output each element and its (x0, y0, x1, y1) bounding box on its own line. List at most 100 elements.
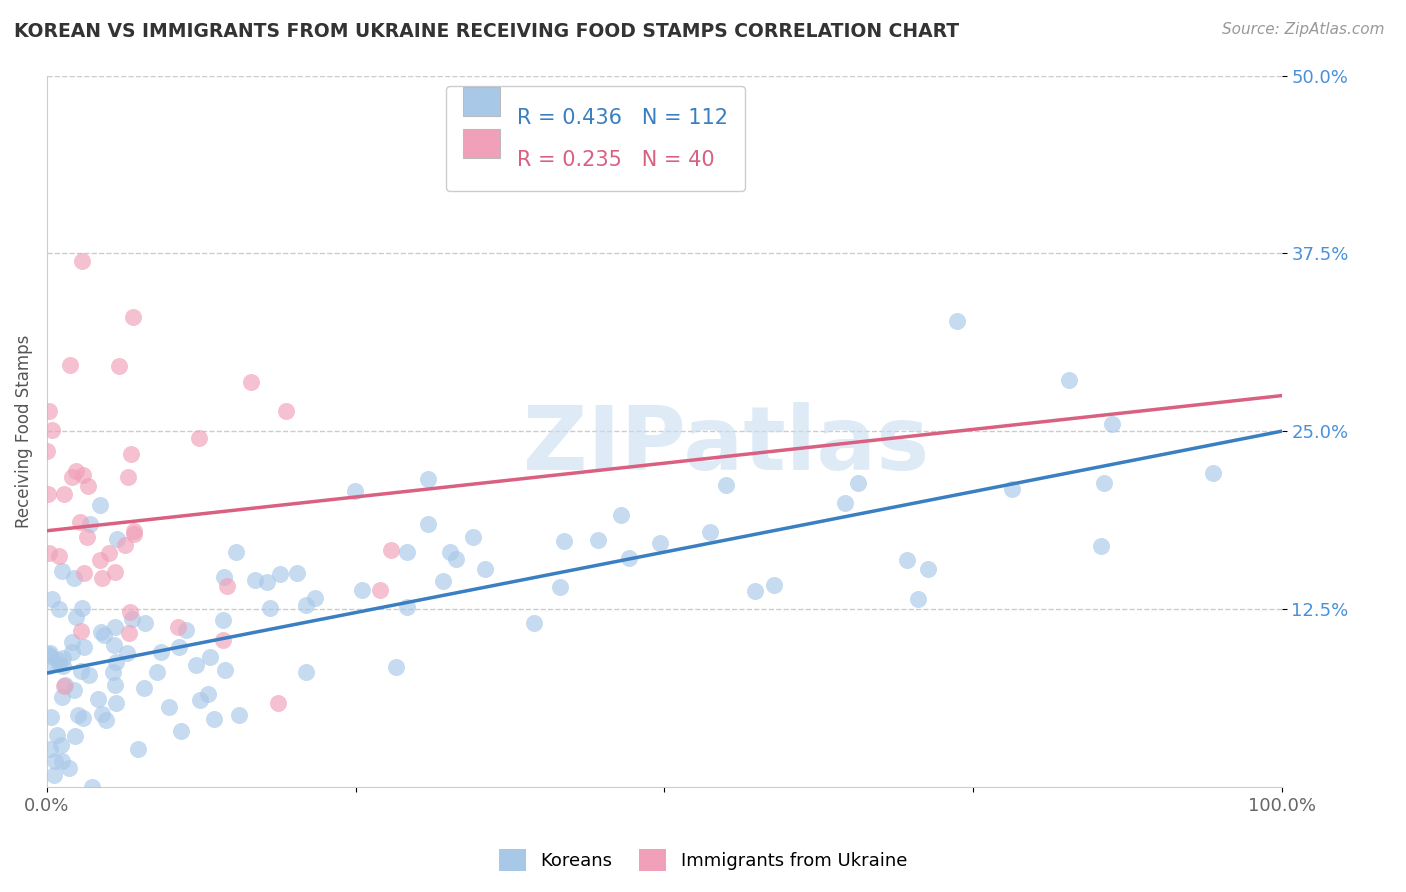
Point (304, 591, 326, 606)
Point (122, 526, 145, 541)
Point (1059, 373, 1081, 387)
Point (619, 551, 641, 566)
Point (52, 659, 75, 673)
Point (380, 542, 402, 557)
Legend: Koreans, Immigrants from Ukraine: Koreans, Immigrants from Ukraine (492, 842, 914, 879)
Point (699, 524, 721, 539)
Point (134, 681, 156, 695)
Point (463, 530, 485, 544)
Point (51, 564, 73, 578)
Point (39, 646, 62, 660)
Point (70, 600, 93, 615)
Point (259, 601, 281, 615)
Point (846, 476, 869, 491)
Point (72, 468, 94, 483)
Point (63, 729, 86, 743)
Point (38, 741, 60, 756)
Point (274, 404, 297, 418)
Point (225, 545, 247, 559)
Point (39, 648, 62, 663)
Point (444, 552, 467, 566)
Point (118, 625, 141, 640)
Point (212, 569, 235, 583)
Point (610, 508, 633, 522)
Point (439, 545, 461, 559)
Point (214, 664, 236, 678)
Point (94, 714, 117, 728)
Point (184, 657, 207, 672)
Point (188, 431, 211, 445)
Point (396, 600, 419, 615)
Point (295, 599, 318, 613)
Point (93, 628, 115, 642)
Point (51, 754, 73, 768)
Point (744, 583, 766, 598)
Point (90, 625, 112, 640)
Point (69, 516, 91, 530)
Point (86, 692, 108, 706)
Point (240, 375, 263, 389)
Point (62, 682, 84, 697)
Point (38, 404, 60, 418)
Point (586, 533, 609, 548)
Point (834, 496, 856, 510)
Point (416, 517, 439, 532)
Point (69, 664, 91, 678)
Point (294, 665, 316, 680)
Point (714, 478, 737, 492)
Point (548, 580, 571, 594)
Point (105, 532, 128, 546)
Point (65, 464, 87, 478)
Point (60, 470, 83, 484)
Point (945, 314, 967, 328)
Point (53, 680, 76, 694)
Point (70, 254, 93, 268)
Point (1090, 540, 1112, 554)
Point (89, 552, 111, 566)
Point (385, 660, 408, 674)
Point (59, 358, 82, 372)
Y-axis label: Receiving Food Stamps: Receiving Food Stamps (15, 334, 32, 528)
Point (48, 549, 70, 563)
Point (418, 472, 440, 486)
Point (41, 423, 63, 437)
Point (89, 498, 111, 512)
Point (432, 574, 454, 588)
Point (69, 624, 91, 638)
Point (350, 582, 373, 597)
Point (1202, 466, 1225, 480)
Point (37, 444, 59, 458)
Point (42, 767, 65, 781)
Point (108, 359, 131, 373)
Point (118, 605, 141, 619)
Point (41, 710, 63, 724)
Point (53, 677, 76, 691)
Point (190, 693, 212, 707)
Point (117, 646, 139, 660)
Point (228, 707, 250, 722)
Point (104, 566, 127, 580)
Point (77, 668, 100, 682)
Point (149, 645, 172, 659)
Point (917, 562, 939, 576)
Point (256, 574, 278, 589)
Point (1101, 417, 1123, 432)
Point (1001, 482, 1024, 496)
Point (45, 727, 67, 741)
Point (266, 697, 288, 711)
Point (73, 640, 96, 654)
Point (105, 696, 128, 710)
Point (49, 738, 72, 752)
Point (103, 638, 125, 652)
Point (120, 447, 142, 461)
Point (52, 487, 75, 501)
Point (72, 566, 94, 580)
Point (474, 562, 496, 576)
Point (91, 706, 114, 721)
Point (58, 761, 80, 775)
Point (65, 610, 87, 624)
Point (166, 620, 188, 634)
Point (212, 632, 235, 647)
Point (368, 583, 391, 598)
Point (762, 578, 785, 592)
